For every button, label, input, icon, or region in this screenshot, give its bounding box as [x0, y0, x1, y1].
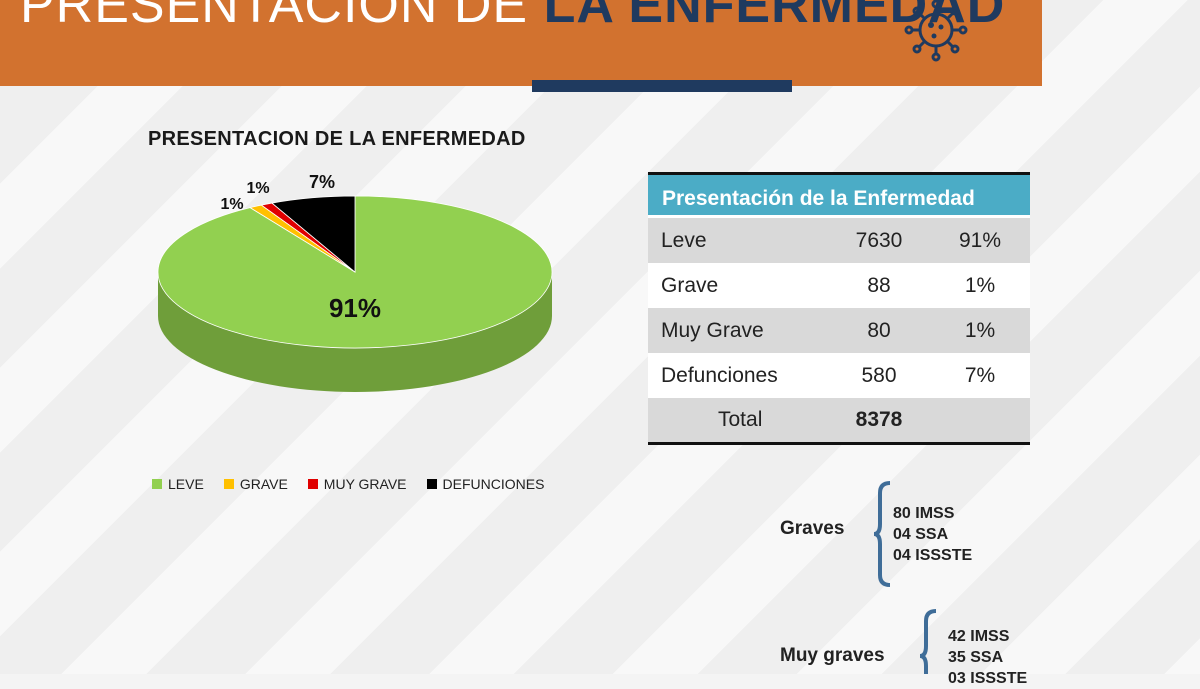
legend-swatch [307, 479, 318, 489]
legend-item: LEVE [152, 476, 204, 492]
muy-graves-label: Muy graves [780, 645, 885, 666]
table-cell-count: 80 [867, 318, 891, 342]
pie-data-label: 1% [246, 180, 269, 197]
table-cell-pct: 7% [964, 363, 996, 387]
table-cell-name: Muy Grave [661, 318, 764, 342]
virus-icon [904, 0, 968, 62]
page-title-light: PRESENTACION DE [20, 0, 544, 34]
graves-item: 04 ISSSTE [893, 547, 973, 564]
muy-graves-item: 03 ISSSTE [948, 670, 1028, 687]
total-label: Total [718, 408, 763, 431]
table-row: Leve 7630 91% [648, 218, 1030, 263]
legend-swatch [152, 479, 162, 489]
legend-label: GRAVE [239, 476, 288, 492]
muy-graves-list: 42 IMSS 35 SSA 03 ISSSTE [948, 626, 1027, 689]
legend-label: DEFUNCIONES [442, 476, 545, 492]
graves-list: 80 IMSS 04 SSA 04 ISSSTE [893, 503, 972, 566]
table-row: Grave 88 1% [648, 263, 1030, 308]
legend-swatch [426, 479, 437, 489]
legend-item: GRAVE [223, 476, 288, 492]
table-cell-pct: 1% [964, 318, 996, 342]
table-cell-pct: 91% [958, 228, 1002, 252]
pie-side-wall [158, 272, 552, 392]
summary-table: Presentación de la Enfermedad Leve 7630 91… [648, 172, 1030, 445]
legend-item: MUY GRAVE [307, 476, 407, 492]
table-row: Muy Grave 80 1% [648, 308, 1030, 353]
header-banner: PRESENTACION DE LA ENFERMEDAD [0, 0, 1042, 86]
table-cell-name: Leve [661, 228, 707, 252]
graves-brace [873, 481, 891, 587]
table-body: Leve 7630 91% Grave 88 1% Muy Grave 80 1% Defunci… [648, 218, 1030, 398]
chart-legend: LEVE GRAVE MUY GRAVE DEFUNCIONES [152, 476, 544, 492]
legend-label: LEVE [168, 476, 204, 492]
table-cell-count: 580 [861, 363, 897, 387]
table-cell-name: Defunciones [661, 363, 778, 387]
pie-data-label: 91% [329, 293, 381, 323]
pie-data-label: 1% [220, 196, 243, 213]
legend-item: DEFUNCIONES [426, 476, 545, 492]
table-cell-count: 7630 [855, 228, 903, 252]
chart-title: PRESENTACION DE LA ENFERMEDAD [148, 128, 526, 150]
graves-item: 80 IMSS [893, 505, 955, 522]
table-cell-count: 88 [867, 273, 891, 297]
pie-slice-defunciones [271, 195, 356, 273]
graves-item: 04 SSA [893, 526, 949, 543]
graves-label: Graves [780, 518, 845, 539]
muy-graves-brace [919, 609, 937, 674]
pie-data-label: 7% [309, 172, 335, 192]
table-row: Defunciones 580 7% [648, 353, 1030, 398]
muy-graves-item: 35 SSA [948, 649, 1004, 666]
table-total-row: Total 8378 [648, 398, 1030, 445]
total-value: 8378 [855, 408, 903, 431]
page-title: PRESENTACION DE LA ENFERMEDAD [20, 0, 1005, 50]
table-cell-pct: 1% [964, 273, 996, 297]
legend-swatch [223, 479, 234, 489]
table-cell-name: Grave [661, 273, 719, 297]
header-accent-bar [532, 80, 792, 92]
pie-chart: 91% 1%1% 7% [157, 172, 553, 392]
table-title: Presentación de la Enfermedad [648, 172, 1030, 218]
legend-label: MUY GRAVE [323, 476, 407, 492]
muy-graves-item: 42 IMSS [948, 628, 1010, 645]
